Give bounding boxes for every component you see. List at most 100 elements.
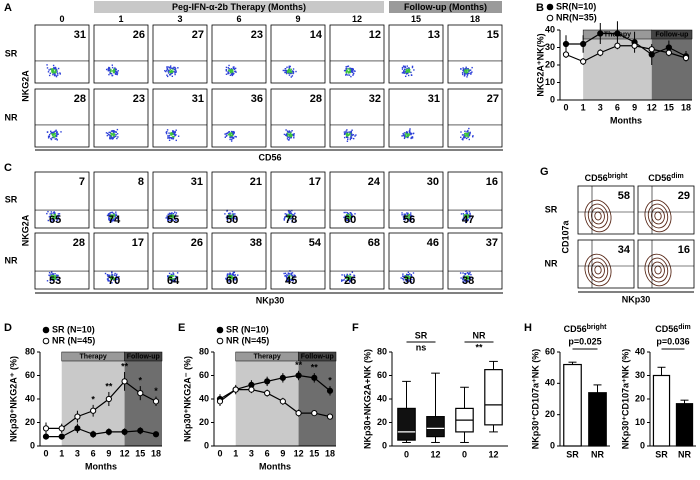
cell-dot bbox=[111, 215, 113, 218]
cell-dot bbox=[224, 213, 226, 215]
plot-frame bbox=[34, 232, 90, 290]
cell-dot bbox=[172, 70, 174, 72]
cell-dot bbox=[171, 75, 174, 78]
cell-dot bbox=[343, 274, 346, 276]
cell-dot bbox=[287, 71, 290, 73]
cell-dot bbox=[170, 216, 172, 218]
cell-dot bbox=[232, 134, 234, 136]
cell-dot bbox=[50, 131, 53, 134]
data-point bbox=[311, 374, 318, 381]
cell-dot bbox=[403, 214, 405, 217]
cell-dot bbox=[351, 213, 353, 216]
y-tick-label: 60 bbox=[25, 370, 35, 380]
cell-dot bbox=[284, 69, 286, 72]
cell-dot bbox=[349, 138, 352, 141]
cell-dot bbox=[465, 70, 467, 72]
cell-dot bbox=[117, 216, 119, 219]
cell-dot bbox=[115, 278, 117, 281]
month-label: 1 bbox=[118, 14, 123, 24]
cell-dot bbox=[52, 73, 54, 76]
cell-dot bbox=[347, 214, 350, 217]
data-point bbox=[562, 40, 570, 48]
cell-dot bbox=[169, 65, 172, 67]
significance: ** bbox=[105, 381, 113, 391]
cell-dot bbox=[46, 131, 49, 133]
cell-dot bbox=[175, 129, 177, 131]
cell-dot bbox=[350, 75, 352, 78]
cell-dot bbox=[108, 67, 111, 69]
cell-dot bbox=[353, 216, 356, 219]
cell-dot bbox=[113, 277, 115, 280]
percent-label: 58 bbox=[618, 190, 630, 202]
cell-dot bbox=[228, 69, 230, 71]
plot-frame bbox=[211, 171, 267, 229]
cell-dot bbox=[54, 275, 57, 277]
y-tick-label: 0 bbox=[30, 440, 35, 450]
cell-dot bbox=[408, 215, 410, 217]
cell-dot bbox=[107, 68, 110, 70]
cell-dot bbox=[466, 135, 468, 138]
cell-dot bbox=[112, 137, 114, 140]
cell-dot bbox=[466, 213, 469, 215]
cell-dot bbox=[459, 272, 462, 274]
cell-dot bbox=[403, 132, 406, 134]
cell-dot bbox=[51, 273, 54, 275]
cell-dot bbox=[469, 213, 471, 215]
cell-dot bbox=[465, 72, 467, 74]
percent-label: 45 bbox=[285, 275, 297, 287]
contour-plot bbox=[637, 185, 695, 235]
cell-dot bbox=[406, 65, 408, 67]
phase-label: Therapy bbox=[80, 354, 107, 361]
x-tick-label: 12 bbox=[430, 449, 440, 459]
data-point bbox=[232, 386, 239, 393]
cell-dot bbox=[409, 215, 412, 218]
cell-dot bbox=[54, 136, 56, 138]
cell-dot bbox=[48, 74, 51, 77]
cell-dot bbox=[468, 275, 471, 278]
cell-dot bbox=[413, 69, 415, 71]
cell-dot bbox=[286, 278, 288, 280]
cell-dot bbox=[110, 217, 112, 219]
cell-dot bbox=[52, 136, 55, 138]
cell-dot bbox=[229, 70, 232, 73]
cell-dot bbox=[230, 69, 233, 72]
cell-dot bbox=[50, 215, 53, 217]
cell-dot bbox=[408, 277, 410, 279]
cell-dot bbox=[410, 136, 413, 139]
cell-dot bbox=[172, 138, 174, 140]
cell-dot bbox=[460, 213, 463, 215]
cell-dot bbox=[226, 276, 229, 279]
cell-dot bbox=[466, 74, 469, 76]
data-point bbox=[326, 413, 334, 420]
cell-dot bbox=[289, 218, 292, 220]
cell-dot bbox=[170, 279, 172, 281]
cell-dot bbox=[228, 133, 231, 136]
cell-dot bbox=[174, 214, 177, 216]
cell-dot bbox=[401, 68, 404, 70]
cell-dot bbox=[471, 215, 473, 218]
cell-dot bbox=[282, 69, 285, 72]
cell-dot bbox=[52, 70, 55, 73]
percent-label: 38 bbox=[462, 275, 474, 287]
cell-dot bbox=[405, 276, 407, 279]
y-tick-label: 20 bbox=[635, 393, 645, 403]
cell-dot bbox=[348, 74, 351, 76]
cell-dot bbox=[284, 71, 286, 74]
cell-dot bbox=[58, 214, 60, 217]
cell-dot bbox=[467, 215, 469, 217]
cell-dot bbox=[226, 273, 229, 276]
cell-dot bbox=[110, 72, 112, 75]
y-tick-label: 30 bbox=[545, 42, 555, 52]
x-tick-label: 1 bbox=[59, 448, 64, 458]
phase-label: Follow-up bbox=[655, 32, 688, 39]
cell-dot bbox=[465, 137, 468, 140]
cell-dot bbox=[410, 281, 412, 283]
column-header: CD56bright bbox=[585, 173, 629, 184]
cell-dot bbox=[291, 134, 293, 136]
cell-dot bbox=[350, 67, 352, 70]
cell-dot bbox=[465, 219, 468, 222]
y-tick-label: 40 bbox=[377, 393, 387, 403]
cell-dot bbox=[347, 74, 349, 76]
cell-dot bbox=[350, 278, 352, 281]
cell-dot bbox=[111, 137, 113, 139]
